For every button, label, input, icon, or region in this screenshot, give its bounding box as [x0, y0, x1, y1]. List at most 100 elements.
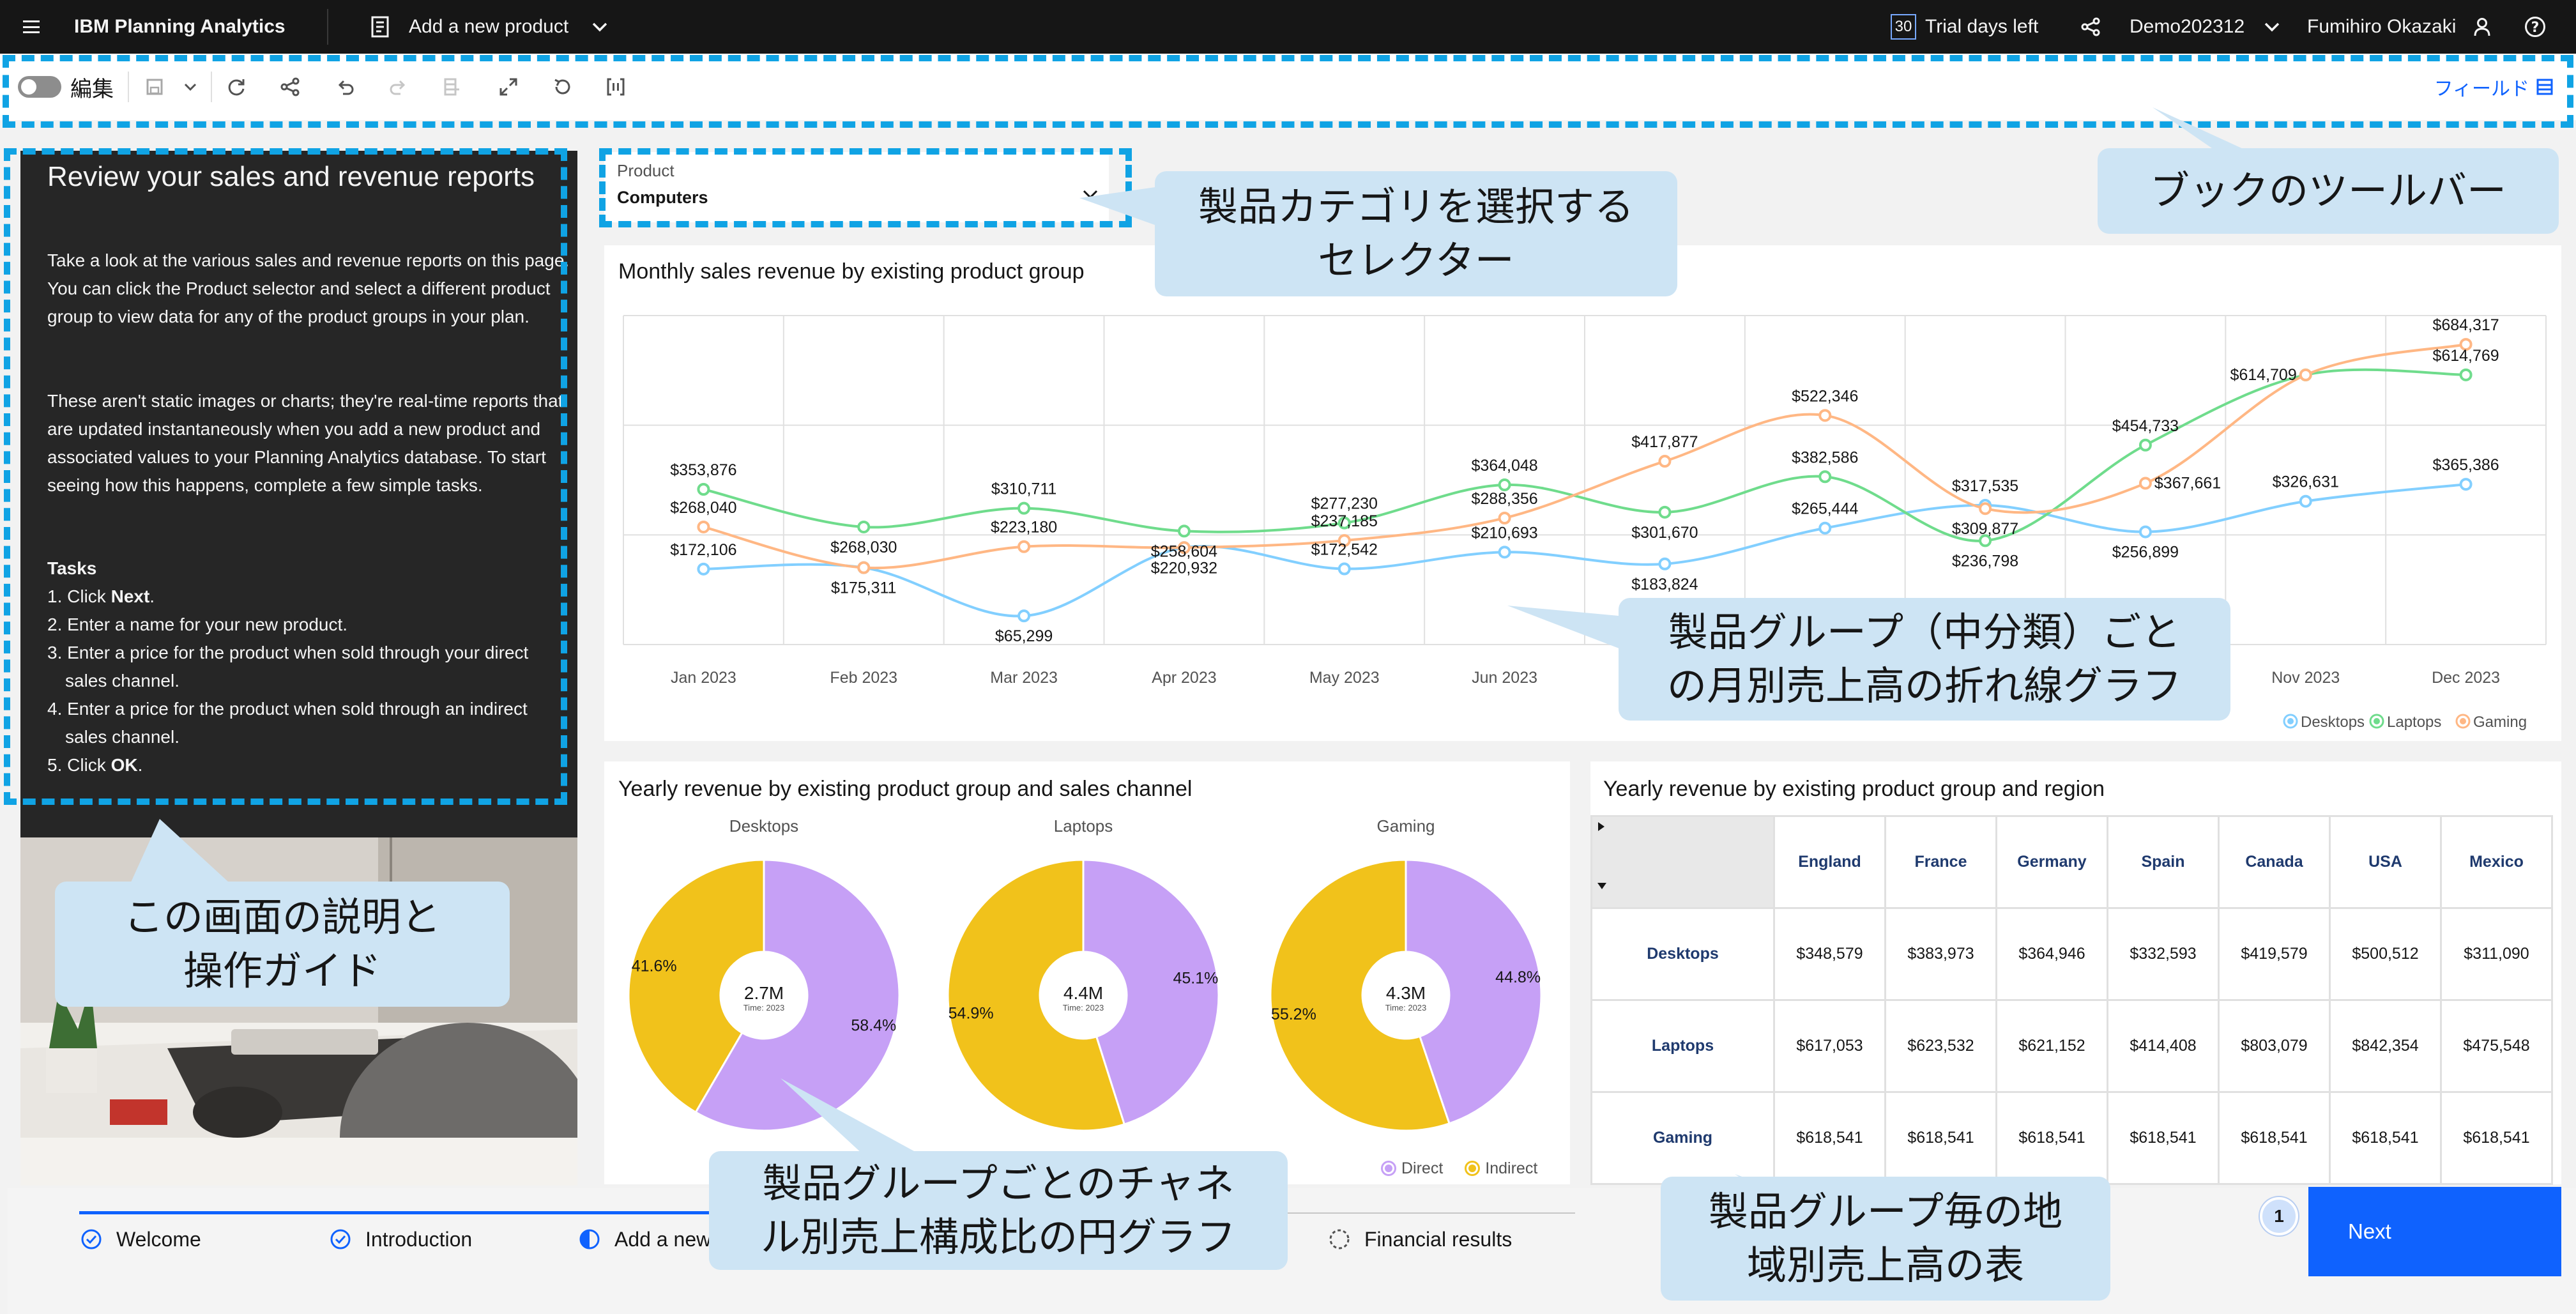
table-cell[interactable]: $414,408 [2107, 999, 2220, 1093]
table-row-header[interactable]: Desktops [1590, 907, 1775, 1001]
expand-columns-icon[interactable] [1596, 821, 1606, 832]
data-point[interactable] [1498, 546, 1511, 559]
pie-slice-direct[interactable] [694, 859, 901, 1132]
share-icon[interactable] [2081, 0, 2100, 54]
fields-button[interactable]: フィールド [2427, 54, 2529, 120]
data-point[interactable] [1658, 557, 1672, 570]
data-spec-icon[interactable] [602, 54, 630, 120]
product-selector[interactable]: Product Computers [604, 152, 1109, 222]
data-point[interactable] [697, 520, 710, 533]
step-add-new-product[interactable]: Add a new [579, 1226, 711, 1252]
pie-slice-direct[interactable] [1082, 859, 1220, 1126]
pie-slice-indirect[interactable] [947, 859, 1126, 1132]
table-cell[interactable]: $618,541 [2107, 1091, 2220, 1185]
table-column-header[interactable]: France [1884, 815, 1997, 909]
refresh-icon[interactable] [222, 54, 250, 120]
data-point[interactable] [1177, 524, 1191, 538]
legend-label[interactable]: Laptops [2387, 714, 2441, 731]
table-cell[interactable]: $332,593 [2107, 907, 2220, 1001]
table-cell[interactable]: $803,079 [2218, 999, 2331, 1093]
data-point[interactable] [2138, 525, 2152, 539]
table-cell[interactable]: $618,541 [1995, 1091, 2108, 1185]
data-point[interactable] [2299, 368, 2312, 381]
menu-icon[interactable] [23, 0, 40, 54]
data-point[interactable] [1017, 540, 1031, 553]
table-cell[interactable]: $419,579 [2218, 907, 2331, 1001]
share-icon[interactable] [276, 54, 304, 120]
table-cell[interactable]: $618,541 [2440, 1091, 2553, 1185]
data-point[interactable] [1818, 409, 1832, 422]
table-corner[interactable] [1590, 815, 1775, 909]
data-point[interactable] [1338, 562, 1351, 576]
table-row-header[interactable]: Laptops [1590, 999, 1775, 1093]
legend-label[interactable]: Desktops [2301, 714, 2365, 731]
data-point[interactable] [697, 562, 710, 576]
fields-panel-icon[interactable] [2533, 54, 2556, 120]
table-cell[interactable]: $618,541 [2329, 1091, 2442, 1185]
layout-icon[interactable] [438, 54, 466, 120]
table-cell[interactable]: $618,541 [1884, 1091, 1997, 1185]
data-point[interactable] [2299, 494, 2312, 508]
data-point[interactable] [1818, 521, 1832, 535]
table-column-header[interactable]: Mexico [2440, 815, 2553, 909]
data-point[interactable] [2459, 368, 2473, 381]
table-cell[interactable]: $500,512 [2329, 907, 2442, 1001]
data-point[interactable] [857, 520, 871, 533]
table-cell[interactable]: $621,152 [1995, 999, 2108, 1093]
pie-slice-direct[interactable] [1405, 859, 1543, 1125]
data-point[interactable] [697, 483, 710, 496]
table-cell[interactable]: $618,541 [1773, 1091, 1886, 1185]
data-point[interactable] [1017, 609, 1031, 623]
user-icon[interactable] [2473, 0, 2491, 54]
data-point[interactable] [1658, 505, 1672, 519]
data-point[interactable] [2138, 477, 2152, 490]
table-cell[interactable]: $617,053 [1773, 999, 1886, 1093]
data-point[interactable] [1979, 502, 1992, 516]
data-point[interactable] [1818, 470, 1832, 484]
pie-slice-indirect[interactable] [627, 859, 765, 1114]
save-options-chevron-icon[interactable] [178, 54, 203, 120]
redo-icon[interactable] [385, 54, 413, 120]
next-button[interactable]: Next [2308, 1187, 2561, 1276]
data-point[interactable] [1498, 478, 1511, 492]
data-point[interactable] [1177, 541, 1191, 554]
data-point[interactable] [1338, 516, 1351, 530]
help-icon[interactable]: ? [2524, 0, 2546, 54]
table-cell[interactable]: $623,532 [1884, 999, 1997, 1093]
table-column-header[interactable]: Spain [2107, 815, 2220, 909]
step-welcome[interactable]: Welcome [80, 1226, 201, 1252]
pie-slice-indirect[interactable] [1269, 859, 1451, 1132]
environment-selector[interactable]: Demo202312 [2130, 0, 2280, 54]
step-introduction[interactable]: Introduction [330, 1226, 472, 1252]
table-cell[interactable]: $311,090 [2440, 907, 2553, 1001]
user-name[interactable]: Fumihiro Okazaki [2307, 16, 2457, 37]
table-column-header[interactable]: USA [2329, 815, 2442, 909]
data-point[interactable] [2138, 438, 2152, 452]
table-cell[interactable]: $475,548 [2440, 999, 2553, 1093]
table-row-header[interactable]: Gaming [1590, 1091, 1775, 1185]
data-point[interactable] [2459, 478, 2473, 491]
step-financial-results[interactable]: Financial results [1329, 1226, 1512, 1252]
edit-toggle[interactable]: 編集 [18, 54, 115, 120]
legend-label[interactable]: Gaming [2473, 714, 2527, 731]
data-point[interactable] [1338, 534, 1351, 547]
book-selector[interactable]: Add a new product [370, 0, 608, 54]
table-column-header[interactable]: England [1773, 815, 1886, 909]
data-point[interactable] [1017, 501, 1031, 515]
table-cell[interactable]: $348,579 [1773, 907, 1886, 1001]
table-cell[interactable]: $618,541 [2218, 1091, 2331, 1185]
data-point[interactable] [857, 561, 871, 574]
reset-icon[interactable] [548, 54, 576, 120]
data-point[interactable] [1498, 511, 1511, 524]
table-column-header[interactable]: Canada [2218, 815, 2331, 909]
data-point[interactable] [1979, 534, 1992, 547]
table-column-header[interactable]: Germany [1995, 815, 2108, 909]
data-point[interactable] [2459, 338, 2473, 351]
table-cell[interactable]: $842,354 [2329, 999, 2442, 1093]
table-cell[interactable]: $364,946 [1995, 907, 2108, 1001]
expand-icon[interactable] [494, 54, 522, 120]
expand-rows-icon[interactable] [1596, 881, 1608, 891]
undo-icon[interactable] [331, 54, 359, 120]
save-icon[interactable] [142, 54, 167, 120]
data-point[interactable] [1658, 455, 1672, 468]
